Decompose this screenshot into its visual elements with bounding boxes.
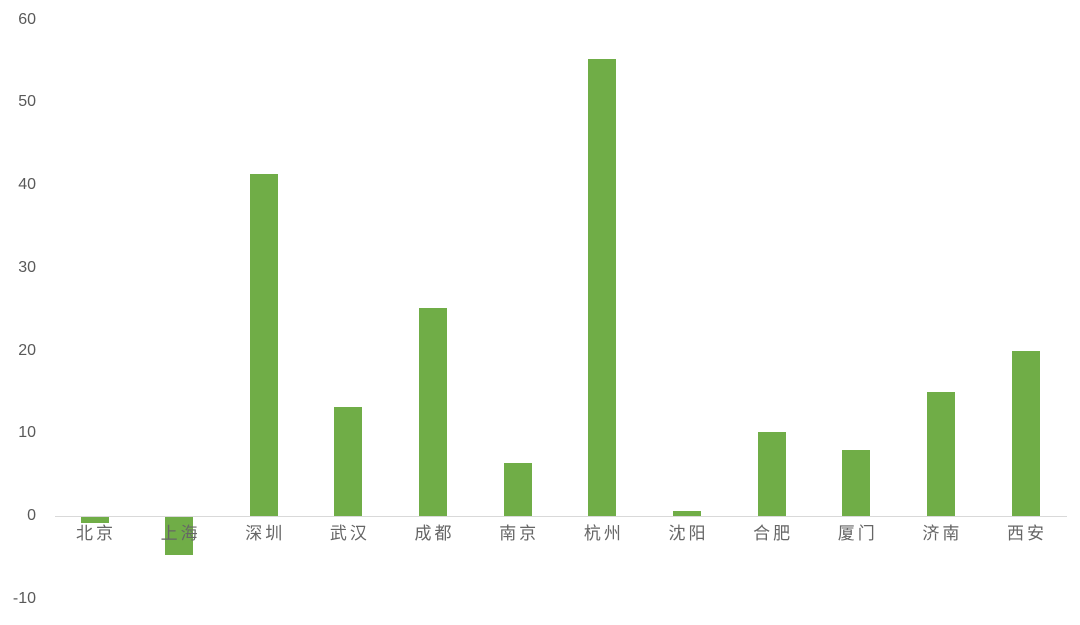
x-axis-category-label: 杭州 <box>583 524 624 543</box>
bar <box>1011 350 1040 516</box>
bar <box>588 58 617 516</box>
x-axis-category-label: 厦门 <box>837 524 878 543</box>
bar <box>165 517 194 556</box>
x-axis-category-label: 上海 <box>160 524 201 543</box>
x-axis-category-label: 济南 <box>922 524 963 543</box>
bar <box>926 391 955 516</box>
y-axis-tick-label: 10 <box>18 424 36 442</box>
x-axis-category-label: 沈阳 <box>668 524 709 543</box>
x-axis-category-label: 成都 <box>414 524 455 543</box>
y-axis-tick-label: 60 <box>18 10 36 28</box>
x-axis-line <box>55 516 1067 517</box>
bar <box>503 463 532 516</box>
bar <box>80 517 109 523</box>
y-axis-tick-label: 20 <box>18 341 36 359</box>
bar <box>249 174 278 516</box>
x-axis-category-label: 深圳 <box>245 524 286 543</box>
x-axis-category-label: 武汉 <box>329 524 370 543</box>
x-axis-category-label: 合肥 <box>753 524 794 543</box>
bar <box>842 449 871 516</box>
x-axis-category-label: 西安 <box>1007 524 1048 543</box>
x-axis-category-label: 北京 <box>76 524 116 543</box>
bar <box>334 406 363 516</box>
bar <box>672 511 701 516</box>
y-axis-tick-label: 0 <box>27 507 36 524</box>
y-axis-tick-label: 50 <box>18 93 36 111</box>
bar <box>419 308 448 516</box>
y-axis-tick-label: 40 <box>18 176 36 194</box>
bar <box>757 431 786 516</box>
y-axis-tick-label: -10 <box>12 589 36 607</box>
y-axis-tick-label: 30 <box>18 258 36 276</box>
x-axis-category-label: 南京 <box>499 524 540 543</box>
